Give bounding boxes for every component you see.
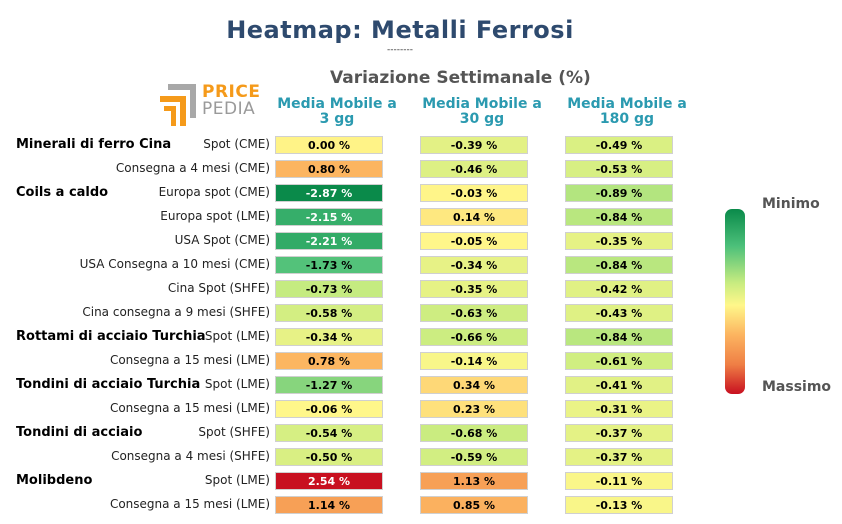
heatmap-cell: -0.89 % [565,184,673,202]
heatmap-cell: -0.43 % [565,304,673,322]
row-group-label: Molibdeno [16,473,93,488]
row-label: Spot (CME) [203,137,270,151]
row-label: USA Spot (CME) [174,233,270,247]
color-scale-min-label: Minimo [762,196,820,212]
column-header-line2: 180 gg [599,111,655,127]
row-label: Consegna a 15 mesi (LME) [109,353,270,367]
heatmap-cell: -0.06 % [275,400,383,418]
column-header-line2: 3 gg [319,111,355,127]
row-label: Cina Spot (SHFE) [167,281,270,295]
heatmap-cell: -0.53 % [565,160,673,178]
heatmap-cell: -0.14 % [420,352,528,370]
row-label: Spot (SHFE) [198,425,270,439]
row-group-label: Rottami di acciaio Turchia [16,329,206,344]
heatmap-cell: -1.27 % [275,376,383,394]
heatmap-cell: -0.59 % [420,448,528,466]
heatmap-cell: -0.49 % [565,136,673,154]
row-label: Consegna a 4 mesi (CME) [115,161,270,175]
logo-mark-icon [160,84,196,126]
heatmap-cell: -0.84 % [565,328,673,346]
heatmap-cell: 0.80 % [275,160,383,178]
heatmap-cell: -0.31 % [565,400,673,418]
heatmap-cell: -0.37 % [565,448,673,466]
logo-text-pedia: PEDIA [202,99,256,119]
row-label: Consegna a 15 mesi (LME) [109,401,270,415]
heatmap-cell: -0.11 % [565,472,673,490]
heatmap-cell: 1.14 % [275,496,383,514]
column-header-line1: Media Mobile a [277,96,397,112]
row-group-label: Minerali di ferro Cina [16,137,172,152]
row-group-label: Tondini di acciaio Turchia [16,377,201,392]
row-label: Europa spot (LME) [160,209,270,223]
heatmap-cell: -0.68 % [420,424,528,442]
row-label: Europa spot (CME) [158,185,270,199]
heatmap-cell: -0.34 % [420,256,528,274]
row-label: Spot (LME) [204,473,270,487]
heatmap-cell: -0.54 % [275,424,383,442]
column-header-line1: Media Mobile a [567,96,687,112]
heatmap-cell: -0.73 % [275,280,383,298]
heatmap-cell: 0.85 % [420,496,528,514]
heatmap-cell: -2.87 % [275,184,383,202]
heatmap-cell: -0.39 % [420,136,528,154]
row-label: Spot (LME) [204,329,270,343]
heatmap-cell: -0.05 % [420,232,528,250]
color-scale-max-label: Massimo [762,379,832,395]
heatmap-cell: -0.41 % [565,376,673,394]
heatmap-cell: -0.66 % [420,328,528,346]
heatmap-cell: -0.42 % [565,280,673,298]
column-header-30gg: Media Mobile a 30 gg [407,97,557,127]
heatmap-cell: 0.78 % [275,352,383,370]
row-label: Consegna a 4 mesi (SHFE) [111,449,270,463]
heatmap-cell: -2.15 % [275,208,383,226]
heatmap-cell: -0.84 % [565,208,673,226]
column-header-line2: 30 gg [459,111,505,127]
row-label: USA Consegna a 10 mesi (CME) [79,257,270,271]
row-label: Consegna a 15 mesi (LME) [109,497,270,511]
logo-text-price: PRICE [202,82,261,102]
heatmap-cell: -0.37 % [565,424,673,442]
heatmap-cell: -0.84 % [565,256,673,274]
heatmap-cell: -0.13 % [565,496,673,514]
heatmap-cell: -0.58 % [275,304,383,322]
heatmap-cell: -0.50 % [275,448,383,466]
column-header-line1: Media Mobile a [422,96,542,112]
chart-title: Heatmap: Metalli Ferrosi [226,16,574,44]
pricepedia-logo: PRICE PEDIA [158,82,261,128]
heatmap-cell: -0.03 % [420,184,528,202]
row-label: Spot (LME) [204,377,270,391]
color-scale-bar [725,209,745,394]
row-group-label: Tondini di acciaio [16,425,143,440]
heatmap-cell: -0.34 % [275,328,383,346]
heatmap-cell: 0.00 % [275,136,383,154]
column-header-3gg: Media Mobile a 3 gg [262,97,412,127]
row-label: Cina consegna a 9 mesi (SHFE) [82,305,270,319]
heatmap-cell: 1.13 % [420,472,528,490]
heatmap-cell: 2.54 % [275,472,383,490]
heatmap-cell: -2.21 % [275,232,383,250]
heatmap-cell: 0.34 % [420,376,528,394]
chart-subtitle: Variazione Settimanale (%) [330,68,591,88]
heatmap-cell: -0.61 % [565,352,673,370]
heatmap-cell: -0.46 % [420,160,528,178]
title-separator: -------- [387,45,413,55]
heatmap-cell: -0.35 % [565,232,673,250]
row-group-label: Coils a caldo [16,185,109,200]
heatmap-cell: -0.35 % [420,280,528,298]
heatmap-cell: 0.14 % [420,208,528,226]
heatmap-cell: 0.23 % [420,400,528,418]
column-header-180gg: Media Mobile a 180 gg [552,97,702,127]
heatmap-cell: -1.73 % [275,256,383,274]
heatmap-cell: -0.63 % [420,304,528,322]
